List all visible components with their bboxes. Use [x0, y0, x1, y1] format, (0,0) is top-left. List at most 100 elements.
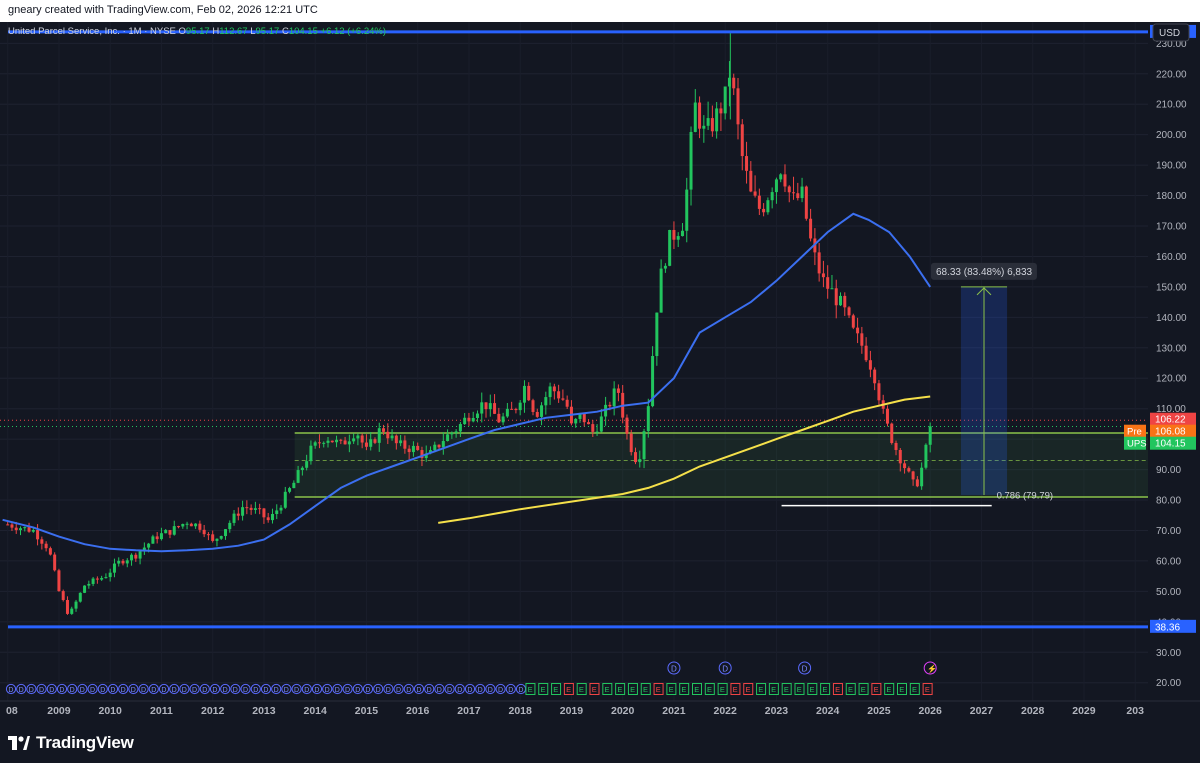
dividend-marker-icon[interactable]	[798, 661, 812, 675]
candle-body[interactable]	[437, 444, 441, 448]
candle-body[interactable]	[856, 327, 860, 334]
candle-body[interactable]	[591, 424, 595, 432]
candle-body[interactable]	[347, 441, 351, 445]
candle-body[interactable]	[78, 592, 82, 602]
candle-body[interactable]	[134, 554, 138, 559]
candle-body[interactable]	[83, 585, 87, 593]
candle-body[interactable]	[518, 402, 522, 411]
candle-body[interactable]	[839, 295, 842, 306]
candle-body[interactable]	[279, 507, 283, 511]
earnings-marker-icon[interactable]	[563, 683, 574, 695]
candle-body[interactable]	[672, 230, 676, 240]
candle-body[interactable]	[488, 403, 492, 410]
candle-body[interactable]	[463, 417, 467, 425]
dividend-marker-icon[interactable]	[56, 683, 68, 695]
earnings-marker-icon[interactable]	[704, 683, 715, 695]
earnings-marker-icon[interactable]	[679, 683, 690, 695]
candle-body[interactable]	[147, 543, 151, 548]
candle-body[interactable]	[629, 433, 633, 453]
candle-body[interactable]	[194, 523, 198, 527]
dividend-marker-icon[interactable]	[138, 683, 149, 695]
candle-body[interactable]	[928, 426, 932, 445]
dividend-marker-icon[interactable]	[26, 683, 37, 695]
candle-body[interactable]	[416, 445, 420, 451]
candle-body[interactable]	[685, 189, 689, 231]
candle-body[interactable]	[245, 507, 249, 509]
dividend-marker-icon[interactable]	[393, 683, 404, 695]
candle-body[interactable]	[727, 77, 731, 87]
candle-body[interactable]	[236, 513, 240, 516]
dividend-marker-icon[interactable]	[220, 683, 231, 695]
earnings-marker-icon[interactable]	[640, 683, 651, 695]
candle-body[interactable]	[31, 529, 35, 532]
dividend-marker-icon[interactable]	[16, 683, 27, 695]
candle-body[interactable]	[335, 439, 339, 443]
candle-body[interactable]	[74, 601, 78, 609]
candle-body[interactable]	[36, 529, 40, 540]
candle-body[interactable]	[514, 408, 518, 411]
dividend-marker-icon[interactable]	[342, 683, 353, 695]
candle-body[interactable]	[851, 315, 855, 328]
dividend-marker-icon[interactable]	[413, 683, 425, 695]
earnings-marker-icon[interactable]	[768, 683, 779, 695]
dividend-marker-icon[interactable]	[179, 683, 190, 695]
candle-body[interactable]	[198, 523, 202, 530]
candle-body[interactable]	[65, 599, 69, 614]
earnings-marker-icon[interactable]	[884, 683, 895, 695]
dividend-marker-icon[interactable]	[260, 683, 272, 695]
candle-body[interactable]	[292, 482, 296, 489]
candle-body[interactable]	[612, 388, 616, 407]
candle-body[interactable]	[903, 463, 907, 469]
dividend-marker-icon[interactable]	[97, 683, 108, 695]
dividend-marker-icon[interactable]	[383, 683, 394, 695]
candle-body[interactable]	[548, 386, 552, 398]
dividend-marker-icon[interactable]	[118, 683, 129, 695]
candle-body[interactable]	[104, 577, 108, 579]
candle-body[interactable]	[386, 431, 390, 439]
candle-body[interactable]	[877, 383, 881, 401]
candle-body[interactable]	[582, 413, 586, 423]
dividend-marker-icon[interactable]	[199, 683, 210, 695]
candle-body[interactable]	[420, 450, 424, 459]
dividend-marker-icon[interactable]	[128, 683, 139, 695]
candle-body[interactable]	[10, 524, 14, 528]
candle-body[interactable]	[796, 193, 800, 199]
candle-body[interactable]	[693, 102, 697, 132]
earnings-marker-icon[interactable]	[538, 683, 549, 695]
candle-body[interactable]	[625, 417, 629, 434]
candle-body[interactable]	[501, 416, 505, 423]
dividend-marker-icon[interactable]	[495, 683, 506, 695]
candle-body[interactable]	[920, 467, 924, 487]
dividend-marker-icon[interactable]	[291, 683, 302, 695]
candle-body[interactable]	[766, 200, 770, 213]
dividend-marker-icon[interactable]	[281, 683, 292, 695]
candle-body[interactable]	[159, 533, 163, 540]
candle-body[interactable]	[531, 400, 535, 412]
candle-body[interactable]	[44, 543, 48, 549]
candle-body[interactable]	[91, 578, 95, 584]
candle-body[interactable]	[164, 530, 168, 534]
candle-body[interactable]	[352, 438, 356, 442]
candle-body[interactable]	[262, 508, 266, 518]
moving-average-blue[interactable]	[2, 212, 932, 553]
dividend-marker-icon[interactable]	[454, 683, 465, 695]
candle-body[interactable]	[651, 356, 655, 407]
candle-body[interactable]	[774, 179, 778, 193]
dividend-marker-icon[interactable]	[464, 683, 476, 695]
candle-body[interactable]	[561, 398, 565, 400]
candle-body[interactable]	[578, 413, 582, 419]
candle-body[interactable]	[454, 431, 458, 433]
earnings-marker-icon[interactable]	[730, 683, 741, 695]
earnings-marker-icon[interactable]	[794, 683, 805, 695]
candle-body[interactable]	[258, 508, 262, 510]
earnings-marker-icon[interactable]	[820, 683, 831, 695]
candle-body[interactable]	[151, 536, 155, 544]
candle-body[interactable]	[608, 404, 612, 407]
earnings-marker-icon[interactable]	[743, 683, 754, 695]
dividend-marker-icon[interactable]	[403, 683, 414, 695]
earnings-marker-icon[interactable]	[858, 683, 869, 695]
candle-body[interactable]	[390, 435, 394, 439]
candle-body[interactable]	[480, 402, 484, 414]
candle-body[interactable]	[864, 345, 868, 361]
dividend-marker-icon[interactable]	[424, 683, 435, 695]
